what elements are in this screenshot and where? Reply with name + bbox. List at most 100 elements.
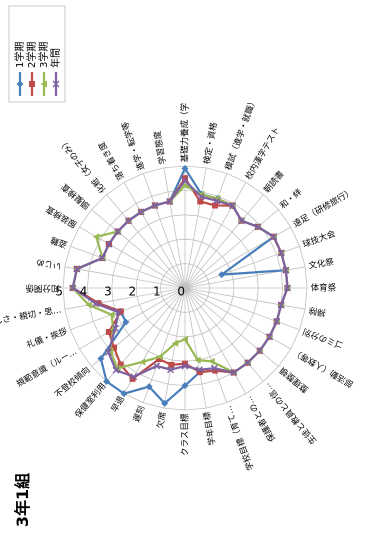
- tick-label: 0: [177, 285, 185, 299]
- data-point: [122, 318, 130, 326]
- data-point: [212, 202, 219, 209]
- data-point: [214, 195, 221, 203]
- data-point: [229, 202, 237, 210]
- series-年間: [69, 177, 291, 381]
- spoke: [70, 287, 186, 331]
- spoke: [184, 173, 228, 289]
- data-point: [115, 308, 123, 316]
- axis-label: 落ち着き度: [96, 139, 127, 182]
- axis-label: 基礎力養成（学: [180, 102, 191, 162]
- spoke: [184, 182, 247, 289]
- spoke: [123, 182, 186, 289]
- spoke: [64, 287, 186, 310]
- tick-label: 5: [55, 285, 63, 299]
- data-point: [166, 197, 174, 205]
- data-point: [181, 362, 189, 370]
- data-point: [73, 265, 81, 273]
- axis-label: 学習態度: [152, 129, 169, 165]
- legend-label: 1学期: [13, 42, 26, 68]
- tick-label: 4: [80, 285, 88, 299]
- radar-spokes: [63, 166, 307, 410]
- legend-label: 年間: [49, 48, 62, 68]
- legend-label: 2学期: [25, 42, 38, 68]
- data-point: [98, 254, 106, 262]
- spoke: [64, 266, 186, 289]
- axis-label: ゴミの分別: [301, 326, 345, 351]
- data-point: [114, 228, 122, 236]
- data-point: [181, 182, 188, 190]
- data-point: [197, 193, 205, 201]
- legend-marker: [16, 80, 24, 88]
- axis-label: 文化祭: [308, 256, 336, 271]
- data-point: [273, 317, 281, 325]
- data-point: [104, 348, 112, 356]
- data-point: [69, 284, 77, 292]
- axis-label: 優しさ・親切・思…: [0, 304, 62, 328]
- spoke: [184, 287, 291, 350]
- spoke: [184, 287, 306, 310]
- axis-label: 検定・資格: [201, 121, 219, 165]
- axis-label: 欠席: [155, 410, 169, 429]
- data-point: [277, 301, 285, 309]
- data-point: [130, 373, 138, 381]
- data-point: [181, 177, 189, 185]
- spoke: [184, 167, 207, 289]
- axis-label: 掃除: [307, 304, 326, 318]
- data-point: [171, 339, 179, 347]
- legend-item: 3学期: [37, 42, 50, 96]
- spoke: [163, 167, 186, 289]
- legend-marker: [40, 80, 47, 88]
- axis-label: 学校目標（育て…: [223, 404, 257, 472]
- data-point: [181, 335, 188, 343]
- axis-label: 知分関係: [25, 283, 60, 294]
- axis-label: 早退: [109, 394, 127, 415]
- data-point: [112, 366, 120, 374]
- axis-label: 学年目標: [201, 410, 218, 446]
- legend-label: 3学期: [37, 42, 50, 68]
- data-point: [156, 353, 163, 361]
- spoke: [142, 287, 186, 403]
- data-point: [237, 217, 245, 225]
- axis-label: 盗難: [49, 234, 69, 250]
- axis-label: 保護者との…: [243, 394, 278, 444]
- spoke: [184, 287, 247, 394]
- data-point: [137, 208, 145, 216]
- tick-labels: 0 1 2 3 4 5: [55, 285, 185, 299]
- legend-item: 1学期: [13, 42, 26, 96]
- legend-marker: [29, 81, 35, 87]
- data-point: [256, 347, 264, 355]
- data-point: [125, 217, 133, 225]
- axis-label: 体育祭: [311, 283, 337, 294]
- data-point: [195, 366, 203, 374]
- data-point: [244, 359, 252, 367]
- legend-item: 年間: [49, 48, 62, 96]
- spoke: [70, 245, 186, 289]
- spoke: [184, 209, 279, 289]
- data-point: [85, 301, 92, 309]
- axis-label: 不登校傾向: [53, 365, 93, 401]
- spoke: [106, 194, 186, 289]
- data-point: [208, 357, 215, 365]
- tick-label: 2: [129, 285, 137, 299]
- data-point: [210, 364, 218, 372]
- axis-label: 頭髪検査: [59, 181, 92, 212]
- data-point: [92, 300, 100, 308]
- tick-label: 1: [153, 285, 161, 299]
- legend-marker: [52, 80, 60, 88]
- data-point: [153, 362, 161, 370]
- data-point: [151, 201, 159, 209]
- axis-label: いじめ: [35, 256, 62, 270]
- spoke: [91, 209, 186, 289]
- legend-item: 2学期: [25, 42, 38, 96]
- data-point: [108, 311, 115, 319]
- axis-label: 整理整頓: [277, 364, 310, 395]
- spoke: [184, 194, 264, 289]
- series-layer: [69, 164, 291, 407]
- data-point: [283, 284, 291, 292]
- data-point: [277, 249, 285, 257]
- data-point: [105, 328, 112, 335]
- data-point: [92, 233, 100, 241]
- data-point: [194, 356, 201, 364]
- data-point: [230, 369, 238, 377]
